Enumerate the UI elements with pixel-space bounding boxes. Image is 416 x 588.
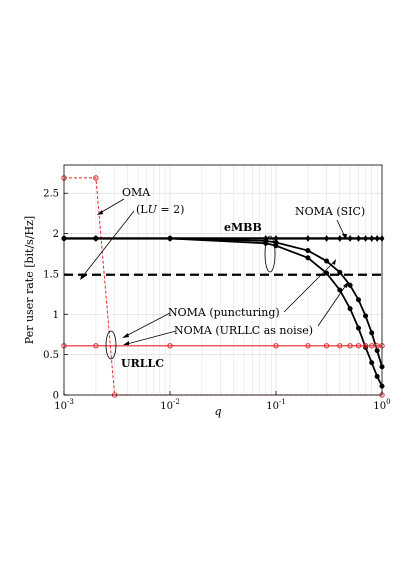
data-point-noise-embb	[167, 235, 173, 241]
data-point-sic-embb	[363, 235, 368, 242]
noma-noise-arrow-2	[126, 330, 177, 345]
noma-puncturing-arrow-2	[125, 312, 171, 337]
embb-label: eMBB	[224, 221, 262, 234]
oma-arrowhead-1	[97, 210, 103, 215]
data-point-oma-urllc	[93, 175, 99, 181]
data-point-puncturing-embb	[374, 348, 380, 354]
y-tick-label: 1.5	[43, 269, 59, 280]
data-point-puncturing-embb	[305, 247, 311, 254]
oma-label: OMA	[122, 186, 151, 199]
data-point-puncturing-embb	[355, 297, 362, 303]
data-point-noise-embb	[374, 373, 380, 379]
y-tick-label: 0.5	[43, 350, 59, 361]
oma-sublabel: (LUU = 2)	[136, 203, 184, 216]
data-point-sic-embb	[305, 235, 311, 242]
axes-layer: 10-3 10-2 10-1 100 0 0.5 1 1.5 2 2.5	[43, 189, 391, 412]
data-point-noma-urllc	[337, 343, 343, 349]
data-point-noma-urllc	[362, 343, 369, 349]
oma-arrow-1	[99, 198, 125, 214]
annotations: OMA (LUU = 2) eMBB NOMA (SIC) NOMA (punc…	[80, 186, 365, 370]
y-axis-label: Per user rate [bit/s/Hz]	[23, 216, 36, 344]
data-point-puncturing-embb	[363, 313, 369, 319]
x-axis-label: q	[214, 405, 221, 418]
y-tick-label: 2.5	[43, 189, 59, 200]
data-point-sic-embb	[356, 235, 361, 242]
x-tick-label: 10-1	[266, 398, 286, 412]
grid	[64, 165, 382, 396]
data-point-noma-urllc	[323, 343, 330, 349]
data-point-puncturing-embb	[324, 258, 330, 264]
data-point-noise-embb	[93, 235, 99, 241]
x-tick-label: 10-3	[54, 398, 74, 412]
data-point-noise-embb	[305, 255, 311, 261]
data-point-noma-urllc	[93, 343, 99, 349]
oma-arrowhead-2	[80, 273, 86, 280]
y-tick-label: 2	[53, 229, 59, 240]
noma-sic-arrowhead	[342, 234, 347, 240]
embb-ellipse	[264, 235, 276, 273]
series-line-oma-urllc	[64, 177, 382, 396]
y-tick-label: 1	[53, 310, 59, 321]
noma-puncturing-arrow-1	[283, 261, 335, 313]
urllc-label: URLLC	[121, 357, 164, 370]
noma-puncturing-label: NOMA (puncturing)	[168, 306, 280, 319]
data-point-puncturing-embb	[337, 269, 343, 275]
data-point-puncturing-embb	[369, 330, 375, 336]
data-point-sic-embb	[369, 235, 375, 242]
data-point-puncturing-embb	[347, 282, 353, 288]
data-point-noise-embb	[355, 325, 362, 331]
noma-puncturing-arrowhead-2	[122, 333, 129, 338]
data-point-noise-embb	[324, 270, 330, 276]
noma-noise-arrowhead-1	[343, 282, 348, 288]
oma-arrow-2	[82, 210, 135, 277]
data-point-noma-urllc	[355, 343, 362, 349]
data-point-noma-urllc	[347, 343, 353, 349]
data-point-noise-embb	[369, 360, 375, 366]
data-point-sic-embb	[273, 235, 279, 242]
plot-frame	[63, 164, 383, 396]
data-point-noma-urllc	[305, 343, 311, 349]
noma-sic-label: NOMA (SIC)	[295, 205, 365, 218]
series-line-noise-embb	[64, 237, 383, 387]
x-tick-label: 10-2	[160, 398, 180, 412]
urllc-ellipse	[105, 330, 117, 360]
data-point-noma-urllc	[273, 343, 279, 349]
x-tick-label: 100	[373, 398, 390, 412]
data-point-sic-embb	[324, 235, 329, 242]
data-point-sic-embb	[374, 235, 380, 242]
noma-noise-label: NOMA (URLLC as noise)	[174, 324, 313, 337]
data-point-noma-urllc	[167, 343, 173, 349]
data-point-noma-urllc	[369, 343, 375, 349]
data-point-sic-embb	[347, 235, 353, 242]
data-point-noise-embb	[347, 306, 353, 312]
noma-noise-arrow-1	[317, 284, 347, 327]
noma-puncturing-arrowhead-1	[332, 259, 336, 265]
noma-noise-arrowhead-2	[123, 341, 129, 345]
data-point-sic-embb	[337, 235, 343, 242]
y-tick-label: 0	[53, 391, 59, 402]
